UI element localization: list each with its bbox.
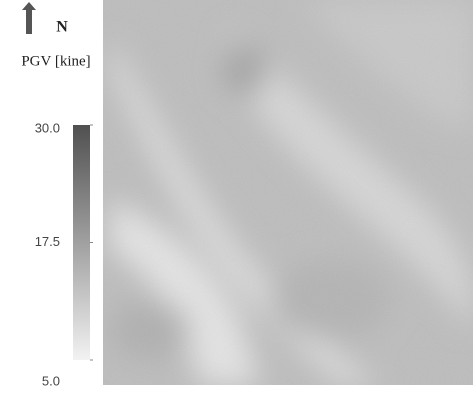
- north-label: N: [56, 19, 68, 36]
- colorbar-tick-label: 5.0: [42, 373, 60, 388]
- pgv-map: [103, 0, 473, 385]
- colorbar-tick-label: 30.0: [35, 120, 60, 135]
- colorbar: [73, 125, 90, 360]
- colorbar-tick-label: 17.5: [35, 234, 60, 249]
- colorbar-label: PGV [kine]: [21, 53, 90, 69]
- pgv-map-figure: N PGV [kine] 30.0 17.5 5.0: [0, 0, 473, 397]
- north-arrow: [22, 2, 36, 34]
